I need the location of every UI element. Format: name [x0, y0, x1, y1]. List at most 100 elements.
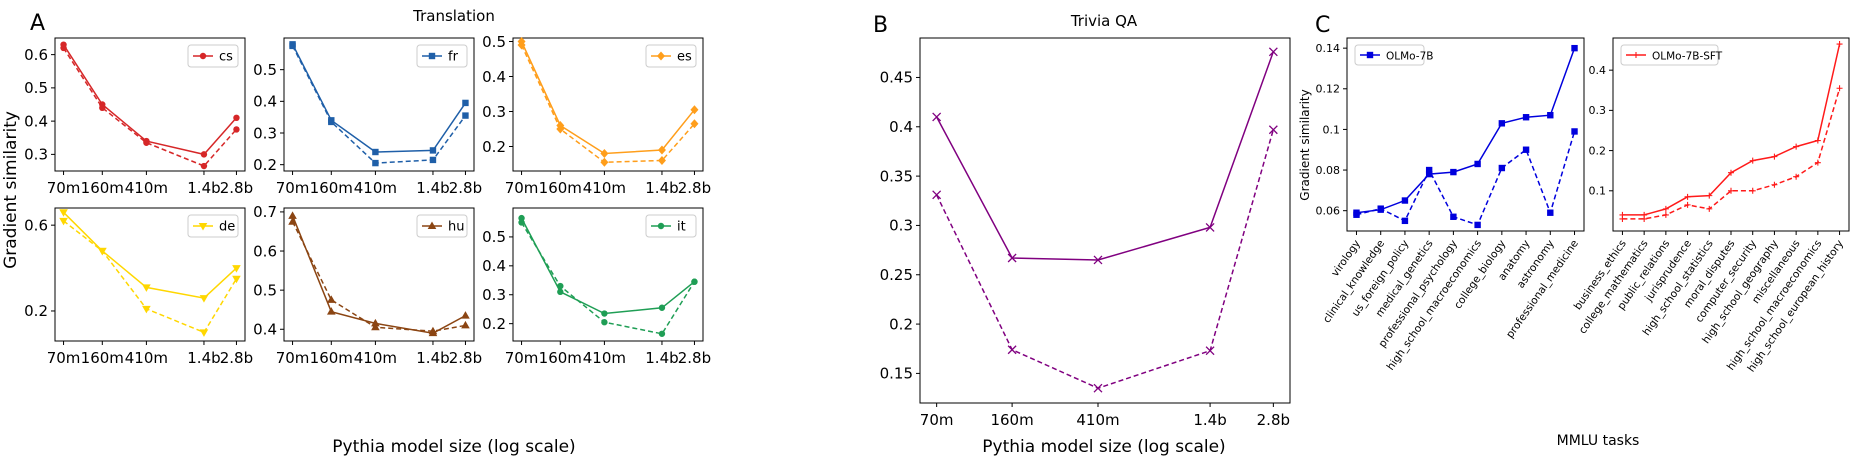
x-tick-label: 160m — [81, 179, 124, 197]
data-point — [557, 282, 564, 290]
y-tick-label: 0.2 — [482, 138, 506, 156]
x-tick-label: 2.8b — [449, 179, 482, 197]
legend-marker — [428, 52, 436, 60]
panel-a-title: Translation — [412, 7, 495, 25]
plot-frame — [512, 207, 704, 342]
y-tick-label: 0.2 — [24, 302, 48, 320]
data-point — [1749, 157, 1756, 164]
series-line — [935, 51, 1275, 261]
legend-label: de — [219, 220, 235, 235]
x-tick-label: 160m — [81, 349, 124, 367]
x-tick-label: 70m — [276, 179, 310, 197]
y-tick-label: 0.5 — [482, 228, 506, 246]
data-point — [232, 275, 241, 284]
y-tick-label: 0.25 — [880, 266, 913, 284]
data-point — [200, 151, 208, 158]
data-point — [1474, 160, 1481, 168]
x-tick-label: 410m — [354, 179, 397, 197]
x-tick-label: 70m — [920, 411, 954, 429]
y-tick-label: 0.4 — [1589, 64, 1607, 77]
data-point — [143, 139, 150, 146]
y-tick-label: 0.4 — [253, 93, 277, 111]
y-tick-label: 0.6 — [253, 242, 277, 260]
y-tick-label: 0.15 — [880, 365, 913, 383]
x-tick-label: 1.4b — [187, 179, 220, 197]
series-solid — [518, 214, 698, 317]
x-tick-label: 160m — [310, 349, 353, 367]
data-point — [233, 126, 240, 133]
data-point — [288, 211, 297, 219]
data-point — [658, 304, 666, 311]
data-point — [600, 157, 609, 167]
x-tick-label: 1.4b — [416, 349, 449, 367]
data-point — [372, 148, 379, 156]
data-point — [1425, 166, 1433, 174]
y-tick-label: 0.2 — [1589, 144, 1607, 157]
panel-a-xlabel: Pythia model size (log scale) — [332, 437, 575, 457]
y-tick-label: 0.1 — [1589, 185, 1607, 198]
plot-frame — [512, 37, 704, 172]
x-tick-label: 70m — [505, 349, 539, 367]
data-point — [1007, 253, 1017, 263]
data-point — [1662, 211, 1669, 218]
data-point — [328, 118, 335, 126]
legend: it — [645, 214, 697, 238]
plot-frame — [1346, 37, 1585, 232]
plot-frame — [283, 207, 475, 342]
data-point — [59, 217, 68, 226]
chart-hu: 0.4 0.5 0.6 0.7 70m 160m 410m 1.4b 2.8b hu — [253, 203, 482, 367]
legend: de — [187, 214, 239, 238]
y-tick-label: 0.3 — [253, 124, 277, 142]
legend-label: es — [677, 50, 692, 65]
data-point — [658, 330, 666, 337]
legend-label: fr — [448, 50, 459, 65]
y-tick-label: 0.2 — [889, 315, 913, 333]
y-tick-label: 0.12 — [1316, 83, 1341, 96]
data-point — [1684, 201, 1691, 208]
data-point — [1793, 143, 1800, 150]
series-dashed — [1353, 128, 1578, 229]
data-point — [1547, 209, 1554, 216]
data-point — [1749, 187, 1756, 194]
legend-label: OLMo-7B-SFT — [1652, 51, 1723, 63]
series-line — [1622, 88, 1841, 220]
x-tick-label: 2.8b — [1257, 411, 1290, 429]
data-point — [601, 310, 608, 317]
data-point — [199, 295, 209, 303]
legend-marker — [198, 223, 208, 231]
data-point — [371, 318, 380, 327]
plot-frame — [54, 207, 246, 342]
x-tick-label: 160m — [539, 349, 582, 367]
data-point — [1706, 205, 1713, 212]
y-tick-label: 0.06 — [1316, 205, 1341, 218]
x-tick-label: 410m — [125, 349, 168, 367]
data-point — [99, 104, 106, 112]
data-point — [1205, 222, 1215, 232]
legend-marker — [427, 221, 437, 229]
legend-marker — [1366, 51, 1374, 59]
data-point — [462, 112, 469, 119]
x-tick-label: 410m — [354, 349, 397, 367]
x-tick-label: 2.8b — [220, 349, 253, 367]
data-point — [1498, 120, 1506, 127]
y-tick-label: 0.3 — [889, 217, 913, 235]
x-tick-label: 1.4b — [645, 179, 678, 197]
data-point — [1474, 221, 1481, 229]
y-tick-label: 0.2 — [253, 156, 277, 174]
y-tick-label: 0.4 — [24, 112, 48, 130]
x-tick-label: 160m — [990, 411, 1033, 429]
data-point — [690, 119, 699, 129]
data-point — [1793, 173, 1800, 180]
y-tick-label: 0.4 — [889, 118, 913, 136]
data-point — [461, 311, 470, 319]
chart-es: 0.2 0.3 0.4 0.5 70m 160m 410m 1.4b 2.8b es — [482, 33, 711, 197]
x-tick-label: 2.8b — [449, 349, 482, 367]
x-tick-label: 2.8b — [678, 179, 711, 197]
x-tick-label: 160m — [539, 179, 582, 197]
x-tick-label: 1.4b — [1193, 411, 1226, 429]
data-point — [690, 105, 699, 115]
y-tick-label: 0.4 — [482, 257, 506, 275]
data-point — [289, 42, 296, 50]
data-point — [232, 265, 241, 273]
